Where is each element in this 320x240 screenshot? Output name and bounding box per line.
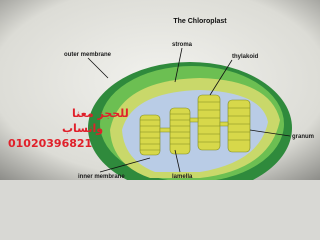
label-lamella: lamella: [172, 174, 193, 180]
overlay-booking: للحجز معنا: [72, 107, 129, 120]
label-outer-membrane: outer membrane: [64, 52, 112, 58]
overlay-phone: 01020396821: [8, 137, 92, 150]
overlay-whatsapp: واتساب: [62, 122, 103, 135]
chloroplast: [88, 62, 292, 180]
leader-lines: [87, 47, 291, 173]
label-granum: granum: [292, 134, 314, 140]
diagram-title: The Chloroplast: [173, 18, 227, 25]
label-stroma: stroma: [172, 42, 193, 48]
label-inner-membrane: inner membrane: [78, 174, 125, 180]
screen-photo: The Chloroplast outer membrane stroma t: [0, 0, 320, 180]
label-thylakoid: thylakoid: [232, 54, 259, 60]
